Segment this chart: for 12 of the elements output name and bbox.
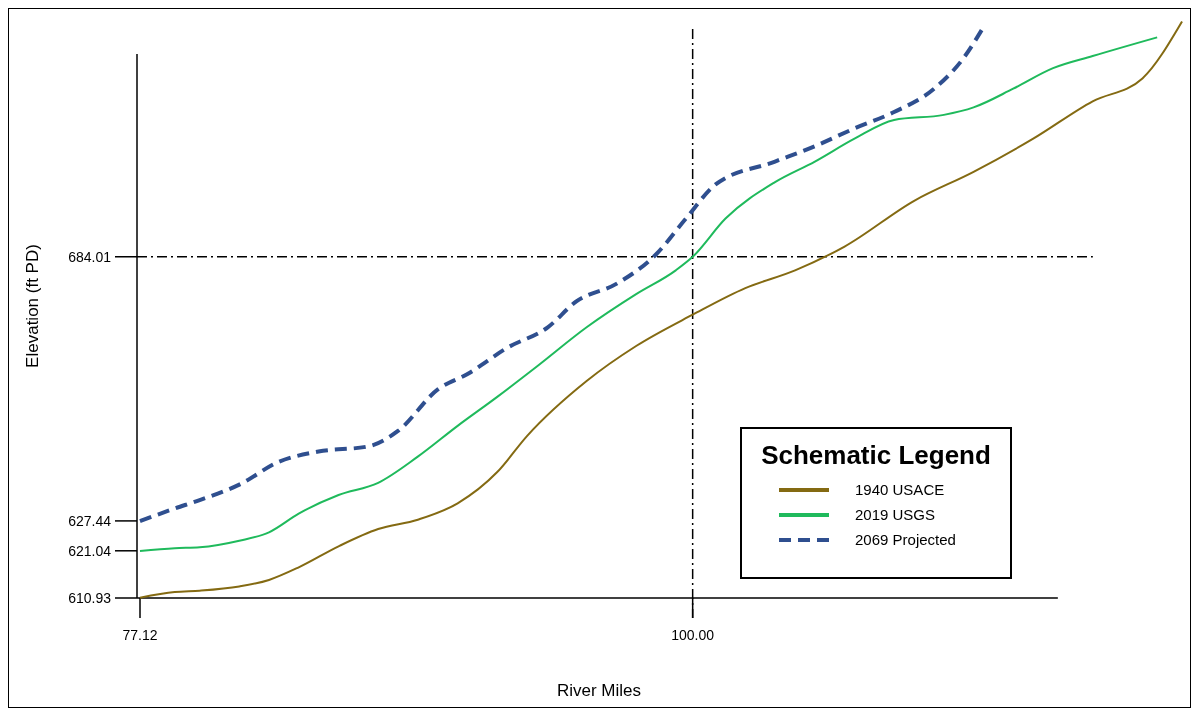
x-axis-title: River Miles bbox=[556, 681, 641, 700]
legend-label: 2069 Projected bbox=[855, 531, 956, 549]
x-tick-label: 77.12 bbox=[122, 627, 158, 643]
y-axis-title: Elevation (ft PD) bbox=[23, 244, 42, 368]
legend-title: Schematic Legend bbox=[761, 440, 991, 470]
legend-label: 1940 USACE bbox=[855, 481, 945, 499]
y-tick-label: 627.44 bbox=[68, 512, 112, 529]
x-tick-label: 100.00 bbox=[671, 627, 715, 643]
y-tick-label: 621.04 bbox=[68, 542, 112, 559]
y-tick-label: 610.93 bbox=[68, 589, 112, 606]
y-tick-label: 684.01 bbox=[68, 248, 112, 265]
legend-label: 2019 USGS bbox=[855, 506, 936, 524]
